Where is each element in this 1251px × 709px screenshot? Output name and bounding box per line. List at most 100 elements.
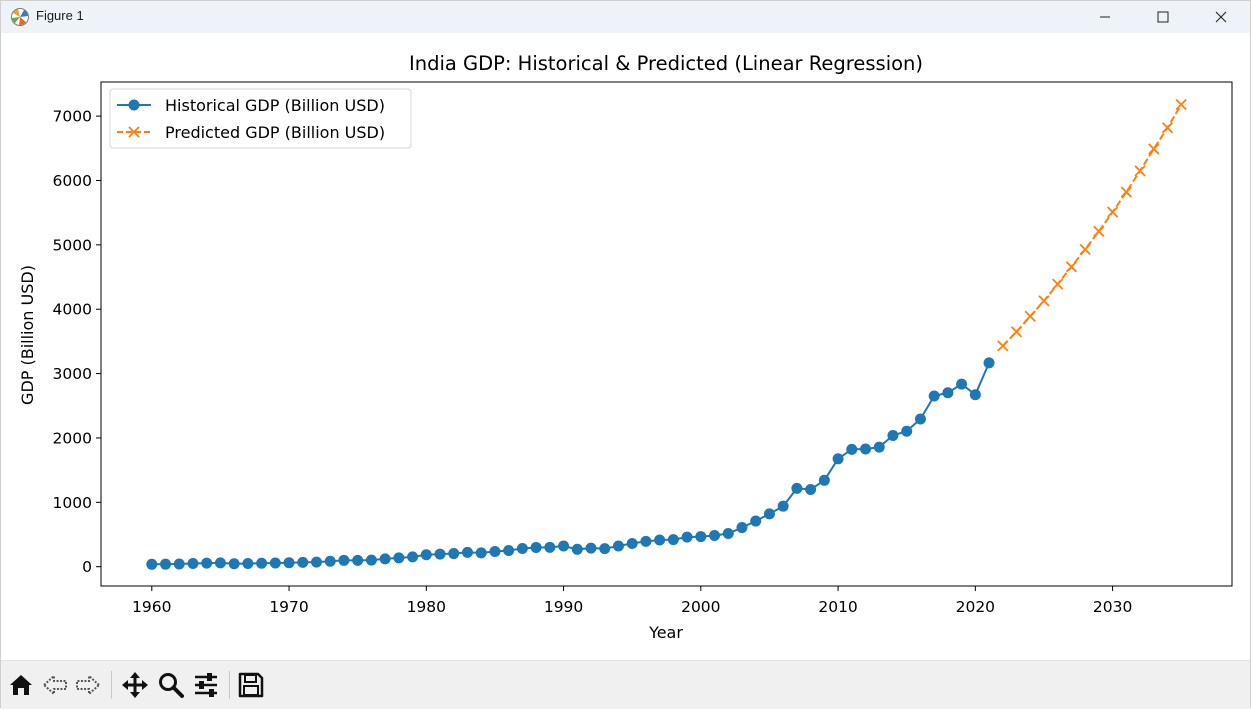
historical-data-point (901, 425, 913, 437)
historical-data-point (750, 515, 762, 527)
historical-data-point (736, 522, 748, 534)
predicted-data-point (1175, 98, 1187, 111)
historical-data-point (571, 543, 583, 555)
historical-data-point (544, 541, 556, 553)
toolbar-separator (111, 671, 112, 699)
y-tick-label: 7000 (53, 108, 92, 126)
title-bar: Figure 1 (1, 1, 1250, 33)
historical-data-point (846, 443, 858, 455)
historical-data-point (956, 378, 968, 390)
x-axis-label: Year (648, 623, 683, 642)
predicted-data-point (997, 340, 1009, 352)
y-axis-label: GDP (Billion USD) (18, 265, 37, 405)
historical-series-line (151, 362, 990, 566)
historical-data-point (695, 531, 707, 543)
predicted-data-point (1010, 326, 1023, 338)
pan-move-icon (122, 672, 148, 698)
historical-data-point (352, 554, 364, 566)
historical-data-point (832, 453, 844, 465)
historical-data-point (228, 558, 240, 570)
historical-data-point (448, 548, 460, 560)
toolbar-separator (229, 671, 230, 699)
x-tick-label: 1990 (544, 598, 583, 616)
x-tick-label: 1960 (132, 598, 171, 616)
legend-historical-label: Historical GDP (Billion USD) (165, 96, 385, 115)
forward-arrow-icon (76, 673, 101, 697)
predicted-data-point (1134, 165, 1146, 177)
historical-data-point (475, 547, 487, 559)
y-tick-label: 6000 (53, 172, 92, 190)
historical-data-point (516, 542, 528, 554)
back-button[interactable] (39, 669, 71, 701)
historical-data-point (612, 540, 624, 552)
historical-data-point (503, 544, 515, 556)
historical-data-point (928, 390, 940, 402)
figure-canvas[interactable]: India GDP: Historical & Predicted (Linea… (1, 33, 1250, 660)
historical-data-point (160, 558, 172, 570)
back-arrow-icon (42, 673, 67, 697)
predicted-series-line (1002, 104, 1183, 347)
axes-frame (100, 81, 1233, 587)
historical-data-point (805, 484, 817, 496)
close-icon (1215, 11, 1227, 23)
historical-data-point (324, 555, 336, 567)
legend: Historical GDP (Billion USD) Predicted G… (109, 88, 412, 149)
historical-data-point (434, 548, 446, 560)
historical-data-point (187, 558, 199, 570)
predicted-data-point (1065, 261, 1078, 273)
zoom-magnifier-icon (159, 673, 184, 698)
legend-predicted-marker (128, 126, 140, 138)
y-tick-label: 0 (82, 558, 92, 576)
pan-button[interactable] (119, 669, 151, 701)
historical-data-point (379, 553, 391, 565)
historical-data-point (489, 545, 501, 557)
historical-data-point (283, 557, 295, 569)
predicted-data-point (1120, 186, 1132, 198)
historical-data-point (269, 557, 281, 569)
predicted-data-point (1052, 278, 1064, 290)
minimize-icon (1100, 16, 1110, 18)
forward-button[interactable] (72, 669, 104, 701)
historical-data-point (530, 541, 542, 553)
zoom-button[interactable] (155, 669, 187, 701)
predicted-data-point (1161, 122, 1174, 134)
x-tick-label: 1970 (269, 598, 308, 616)
home-icon (10, 675, 32, 695)
save-floppy-icon (238, 672, 264, 698)
x-tick-label: 2020 (956, 598, 995, 616)
x-tick-label: 1980 (407, 598, 446, 616)
predicted-data-point (1024, 310, 1036, 322)
historical-data-point (201, 557, 213, 569)
predicted-data-point (1038, 295, 1050, 307)
home-button[interactable] (5, 669, 37, 701)
close-button[interactable] (1198, 1, 1244, 33)
configure-subplots-button[interactable] (190, 669, 222, 701)
navigation-toolbar (1, 660, 1250, 709)
y-tick-label: 2000 (53, 429, 92, 447)
y-tick-label: 4000 (53, 301, 92, 319)
predicted-data-point (1106, 206, 1119, 218)
minimize-button[interactable] (1082, 1, 1128, 33)
historical-data-point (818, 474, 830, 486)
historical-data-point (791, 482, 803, 494)
historical-data-point (420, 549, 432, 561)
x-tick-label: 2010 (818, 598, 857, 616)
historical-data-point (873, 441, 885, 453)
legend-box (109, 88, 412, 149)
y-tick-label: 5000 (53, 236, 92, 254)
historical-data-point (626, 537, 638, 549)
maximize-button[interactable] (1140, 1, 1186, 33)
historical-data-point (914, 413, 926, 425)
historical-data-point (407, 551, 419, 563)
legend-historical-marker (128, 99, 140, 111)
historical-data-point (763, 508, 775, 520)
historical-data-point (393, 552, 405, 564)
historical-data-point (558, 540, 570, 552)
x-tick-label: 2030 (1093, 598, 1132, 616)
historical-data-point (640, 535, 652, 547)
save-button[interactable] (235, 669, 267, 701)
x-tick-label: 2000 (681, 598, 720, 616)
y-tick-label: 3000 (53, 365, 92, 383)
historical-data-point (887, 429, 899, 441)
